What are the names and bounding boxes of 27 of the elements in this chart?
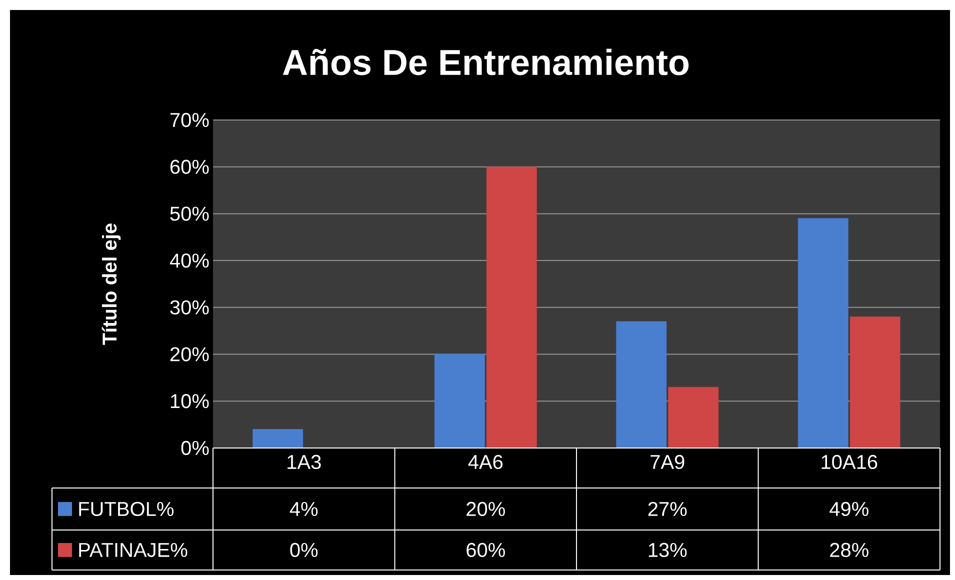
legend-label: PATINAJE% [79, 542, 188, 558]
x-tick-label: 10A16 [822, 454, 878, 470]
legend-label: FUTBOL% [79, 502, 174, 516]
y-tick-label: 20% [170, 347, 209, 362]
data-label: 20% [466, 502, 505, 516]
x-tick-label: 1A3 [288, 454, 321, 470]
data-label: 28% [830, 542, 868, 558]
chart-title: Años De Entrenamiento [282, 48, 689, 76]
data-label: 60% [466, 542, 505, 558]
y-axis-title: Título del eje [102, 224, 121, 345]
y-tick-label: 30% [170, 300, 209, 314]
y-tick-label: 70% [170, 112, 209, 128]
x-tick-label: 7A9 [650, 454, 684, 470]
data-label: 0% [290, 542, 318, 558]
data-label: 27% [648, 502, 687, 516]
bar [850, 316, 900, 448]
bar [668, 386, 719, 448]
data-label: 49% [830, 502, 868, 516]
x-tick-label: 4A6 [468, 454, 503, 470]
y-tick-label: 10% [170, 394, 209, 408]
data-label: 13% [648, 542, 687, 558]
bar [486, 166, 537, 448]
data-label: 4% [290, 502, 318, 516]
y-tick-label: 40% [170, 253, 209, 268]
y-tick-label: 60% [170, 160, 209, 174]
y-tick-label: 50% [170, 206, 209, 221]
y-tick-label: 0% [181, 440, 209, 456]
